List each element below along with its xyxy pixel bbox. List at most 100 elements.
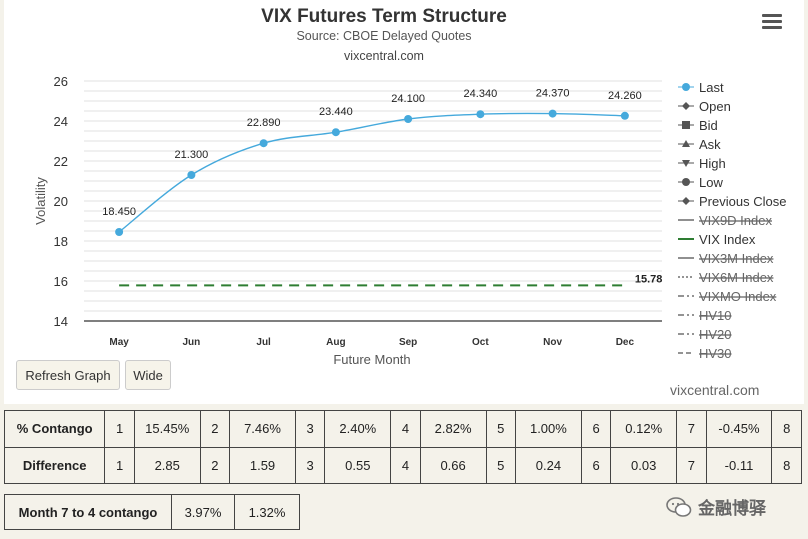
legend-label: Last: [699, 80, 724, 95]
contango-value: 2.40%: [324, 410, 392, 448]
data-label: 23.440: [319, 106, 353, 118]
data-label: 22.890: [247, 117, 281, 129]
legend-item[interactable]: VIX9D Index: [678, 213, 772, 228]
legend-label: High: [699, 156, 726, 171]
data-label: 24.340: [464, 88, 498, 100]
month-contango-table: Month 7 to 4 contango 3.97% 1.32%: [4, 494, 300, 530]
difference-value: 0.24: [514, 446, 582, 484]
legend-label: VIX3M Index: [699, 251, 774, 266]
difference-value: -0.11: [705, 446, 773, 484]
legend-label: HV10: [699, 308, 732, 323]
contango-row-label: % Contango: [3, 410, 106, 448]
legend-item[interactable]: High: [678, 156, 726, 171]
month-contango-value-1: 3.97%: [171, 494, 235, 530]
difference-row: Difference 1 2.85 2 1.59 3 0.55 4 0.66 5 0.24 6 0.0…: [3, 446, 802, 484]
refresh-graph-button[interactable]: Refresh Graph: [16, 360, 120, 390]
x-tick-label: May: [109, 337, 129, 348]
legend-item[interactable]: Open: [678, 99, 731, 114]
x-tick-label: Aug: [326, 337, 345, 348]
x-axis-label: Future Month: [333, 352, 410, 367]
x-tick-label: Oct: [472, 337, 489, 348]
y-tick-label: 16: [54, 274, 68, 289]
contango-month-number: 8: [771, 410, 802, 448]
difference-value: 0.55: [324, 446, 392, 484]
legend: Last Open Bid Ask High Low Previous Close VIX9D…: [678, 80, 786, 361]
contango-value: 7.46%: [229, 410, 296, 448]
data-label: 24.260: [608, 90, 642, 102]
y-tick-label: 22: [54, 154, 68, 169]
data-point[interactable]: [259, 139, 268, 148]
data-point[interactable]: [476, 110, 485, 119]
data-label-vix-index: 15.78: [635, 273, 663, 285]
difference-month-number: 2: [199, 446, 231, 484]
legend-marker-icon: [682, 121, 690, 129]
hamburger-menu-icon[interactable]: [762, 14, 782, 30]
legend-item[interactable]: VIXMO Index: [678, 289, 777, 304]
contango-month-number: 7: [676, 410, 707, 448]
data-point[interactable]: [548, 109, 557, 118]
legend-item[interactable]: HV20: [678, 327, 732, 342]
legend-item[interactable]: Low: [678, 175, 723, 190]
legend-marker-icon: [682, 102, 690, 110]
y-tick-label: 18: [54, 234, 68, 249]
data-point[interactable]: [331, 128, 340, 137]
legend-label: Bid: [699, 118, 718, 133]
data-point[interactable]: [115, 228, 124, 236]
series-lines: [118, 112, 625, 287]
y-tick-label: 14: [54, 314, 68, 329]
legend-item[interactable]: HV30: [678, 346, 732, 361]
y-tick-label: 20: [54, 194, 68, 209]
y-tick-labels: 14 16 18 20 22 24 26: [54, 74, 68, 329]
legend-item[interactable]: Previous Close: [678, 194, 786, 209]
credit-link[interactable]: vixcentral.com: [670, 382, 760, 398]
contango-value: -0.45%: [705, 410, 773, 448]
difference-value: 2.85: [133, 446, 201, 484]
difference-month-number: 3: [294, 446, 326, 484]
contango-value: 2.82%: [419, 410, 487, 448]
chart-panel: [4, 0, 804, 404]
legend-item[interactable]: HV10: [678, 308, 732, 323]
data-point[interactable]: [620, 111, 629, 120]
wide-button[interactable]: Wide: [125, 360, 171, 390]
legend-item[interactable]: Last: [678, 80, 724, 95]
difference-month-number: 8: [771, 446, 802, 484]
y-tick-label: 26: [54, 74, 68, 89]
legend-label: Ask: [699, 137, 721, 152]
grid-lines: [84, 80, 662, 322]
legend-label: VIX6M Index: [699, 270, 774, 285]
contango-value: 0.12%: [610, 410, 678, 448]
x-tick-label: Nov: [543, 337, 562, 348]
legend-label: Open: [699, 99, 731, 114]
difference-month-number: 1: [104, 446, 135, 484]
x-tick-labels: May Jun Jul Aug Sep Oct Nov Dec: [109, 337, 634, 348]
contango-row: % Contango 1 15.45% 2 7.46% 3 2.40% 4 2.82% 5 1.0…: [3, 410, 802, 448]
month-contango-label: Month 7 to 4 contango: [4, 494, 172, 530]
month-contango-value-2: 1.32%: [234, 494, 300, 530]
legend-label: VIX9D Index: [699, 213, 772, 228]
legend-item[interactable]: Bid: [678, 118, 718, 133]
contango-value: 1.00%: [514, 410, 582, 448]
data-point[interactable]: [404, 115, 413, 123]
legend-marker-icon: [682, 160, 690, 167]
contango-month-number: 1: [104, 410, 135, 448]
watermark: 金融博驿: [666, 494, 766, 519]
site-link[interactable]: vixcentral.com: [344, 49, 424, 63]
contango-table: % Contango 1 15.45% 2 7.46% 3 2.40% 4 2.82% 5 1.0…: [3, 410, 802, 484]
data-label: 21.300: [175, 149, 209, 161]
data-point[interactable]: [187, 171, 196, 179]
contango-month-number: 5: [485, 410, 516, 448]
legend-item[interactable]: VIX3M Index: [678, 251, 774, 266]
y-axis-label: Volatility: [33, 177, 48, 225]
y-tick-label: 24: [54, 114, 68, 129]
legend-label: Previous Close: [699, 194, 786, 209]
watermark-text: 金融博驿: [698, 499, 766, 518]
data-label: 24.100: [391, 93, 425, 105]
legend-item[interactable]: VIX6M Index: [678, 270, 774, 285]
contango-month-number: 3: [294, 410, 326, 448]
difference-row-label: Difference: [3, 446, 106, 484]
difference-month-number: 4: [390, 446, 421, 484]
legend-label: HV30: [699, 346, 732, 361]
legend-item[interactable]: VIX Index: [678, 232, 756, 247]
legend-item[interactable]: Ask: [678, 137, 721, 152]
